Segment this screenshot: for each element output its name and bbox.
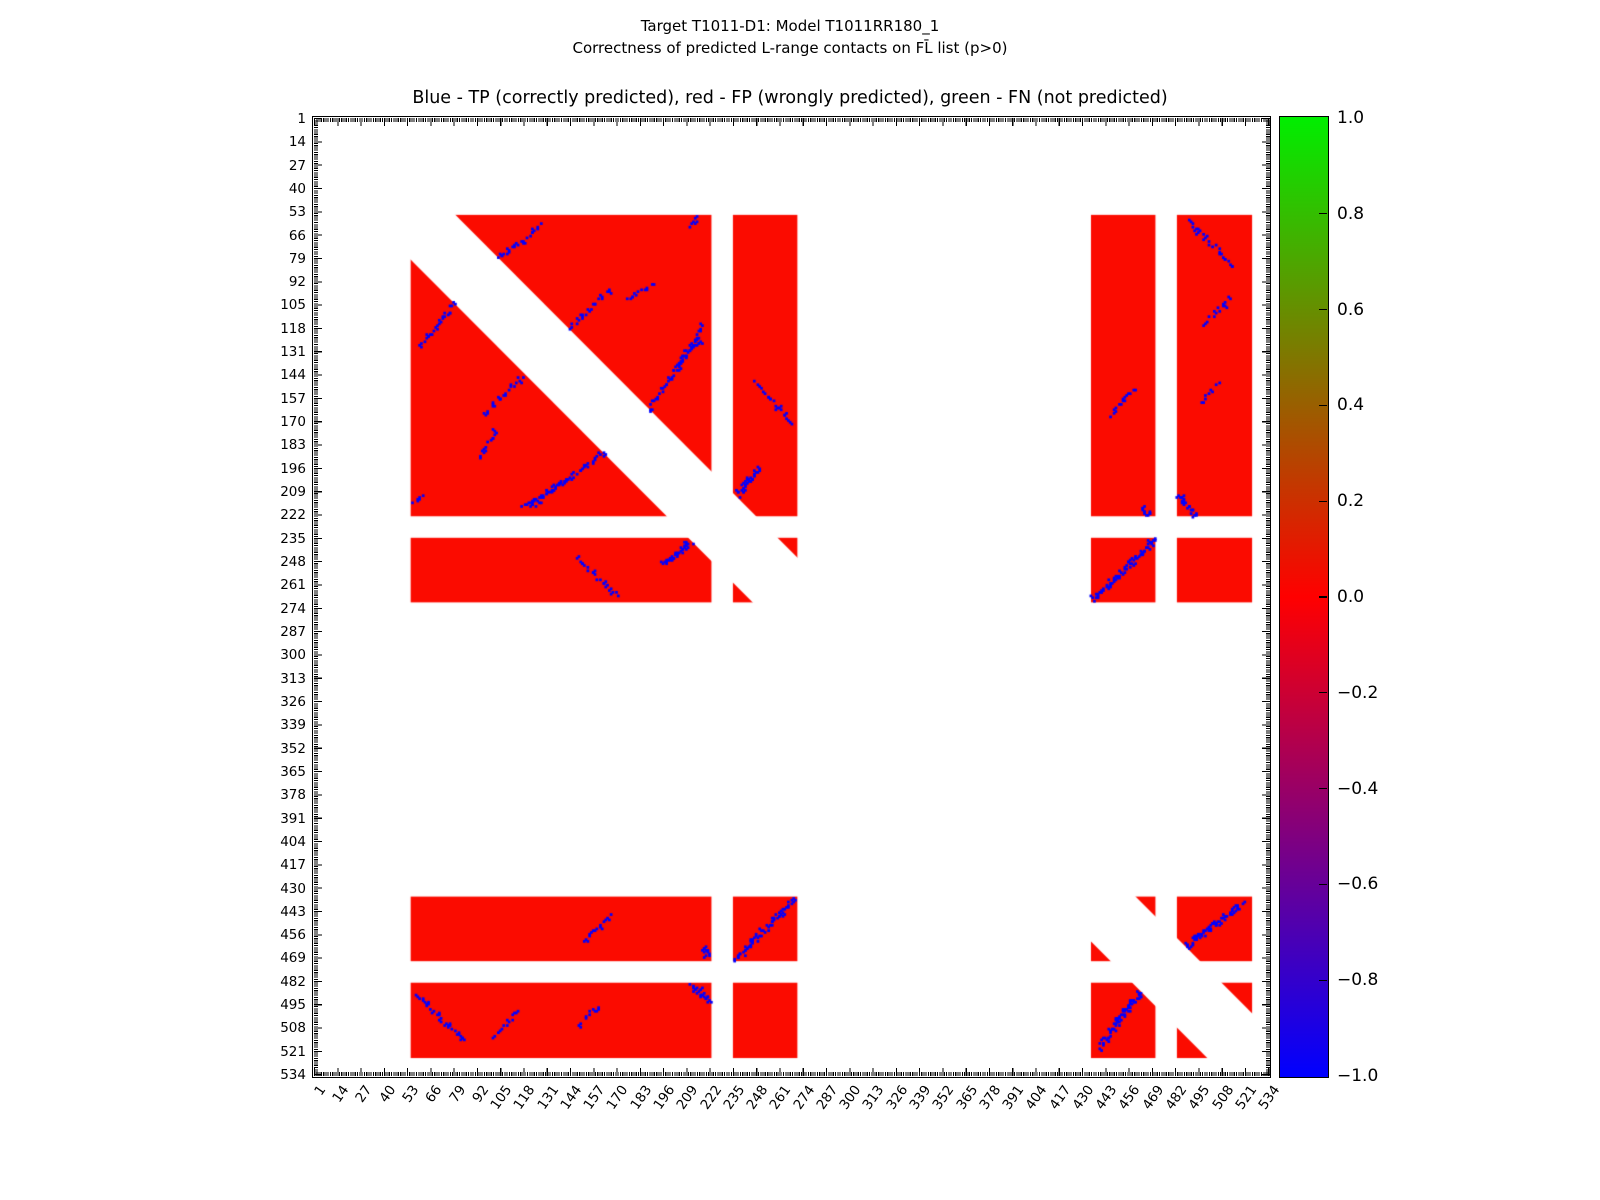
colorbar-tick-label: −0.6 <box>1337 874 1379 895</box>
y-tick-label: 326 <box>280 693 306 710</box>
y-tick-label: 157 <box>280 390 306 407</box>
y-tick-label: 482 <box>280 973 306 990</box>
y-tick-label: 469 <box>280 950 306 967</box>
y-tick-label: 300 <box>280 647 306 664</box>
y-tick-label: 248 <box>280 554 306 571</box>
y-tick-label: 495 <box>280 997 306 1014</box>
y-tick-label: 53 <box>288 204 306 221</box>
y-tick-label: 144 <box>280 367 306 384</box>
y-tick-label: 196 <box>280 460 306 477</box>
colorbar-tick-label: 0.4 <box>1337 395 1365 416</box>
colorbar-tick <box>1319 500 1327 502</box>
figure-title-line2: Correctness of predicted L-range contact… <box>572 39 1008 57</box>
y-tick-label: 339 <box>280 717 306 734</box>
y-tick-label: 378 <box>280 787 306 804</box>
y-tick-label: 131 <box>280 344 306 361</box>
colorbar-tick-label: 0.8 <box>1337 203 1365 224</box>
y-tick-label: 14 <box>288 134 306 151</box>
colorbar-tick <box>1319 596 1327 598</box>
y-tick-label: 27 <box>288 157 306 174</box>
y-tick-label: 170 <box>280 414 306 431</box>
y-tick-label: 274 <box>280 600 306 617</box>
y-tick-label: 417 <box>280 857 306 874</box>
colorbar-tick-label: −1.0 <box>1337 1066 1379 1086</box>
y-tick-label: 521 <box>280 1043 306 1060</box>
y-tick-label: 534 <box>280 1067 306 1084</box>
y-tick-label: 209 <box>280 484 306 501</box>
y-tick-label: 313 <box>280 670 306 687</box>
colorbar-tick <box>1319 213 1327 215</box>
y-tick-label: 443 <box>280 903 306 920</box>
colorbar-tick <box>1319 883 1327 886</box>
colorbar-tick-label: −0.4 <box>1337 778 1379 799</box>
y-tick-label: 105 <box>280 297 306 314</box>
y-tick-label: 1 <box>297 110 306 127</box>
colorbar-tick-label: 0.6 <box>1337 299 1365 320</box>
colorbar-tick-label: 0.2 <box>1337 491 1365 512</box>
axes-title: Blue - TP (correctly predicted), red - F… <box>412 88 1168 108</box>
colorbar-tick <box>1319 308 1327 311</box>
y-tick-label: 508 <box>280 1020 306 1037</box>
y-tick-label: 183 <box>280 437 306 454</box>
colorbar-tick-label: 1.0 <box>1337 108 1365 128</box>
y-tick-label: 66 <box>288 227 306 244</box>
y-tick-label: 40 <box>288 180 306 197</box>
colorbar-tick <box>1319 404 1327 407</box>
y-tick-label: 261 <box>280 577 306 594</box>
y-tick-label: 287 <box>280 623 306 640</box>
y-tick-label: 404 <box>280 833 306 850</box>
y-tick-label: 391 <box>280 810 306 827</box>
y-tick-label: 352 <box>280 740 306 757</box>
y-tick-label: 235 <box>280 530 306 547</box>
y-tick-label: 456 <box>280 927 306 944</box>
y-tick-label: 79 <box>288 250 306 267</box>
colorbar-tick-label: −0.2 <box>1337 682 1379 703</box>
colorbar-tick <box>1319 787 1327 790</box>
y-tick-label: 365 <box>280 763 306 780</box>
y-tick-label: 118 <box>280 320 306 337</box>
colorbar-tick <box>1319 979 1327 981</box>
colorbar-tick-label: −0.8 <box>1337 970 1379 991</box>
y-tick-label: 222 <box>280 507 306 524</box>
y-tick-label: 430 <box>280 880 306 897</box>
y-tick-label: 92 <box>288 274 306 291</box>
contact-map-canvas <box>314 118 1270 1076</box>
figure-title-line1: Target T1011-D1: Model T1011RR180_1 <box>640 17 940 35</box>
colorbar-tick <box>1319 692 1327 694</box>
colorbar-tick-label: 0.0 <box>1337 587 1365 607</box>
